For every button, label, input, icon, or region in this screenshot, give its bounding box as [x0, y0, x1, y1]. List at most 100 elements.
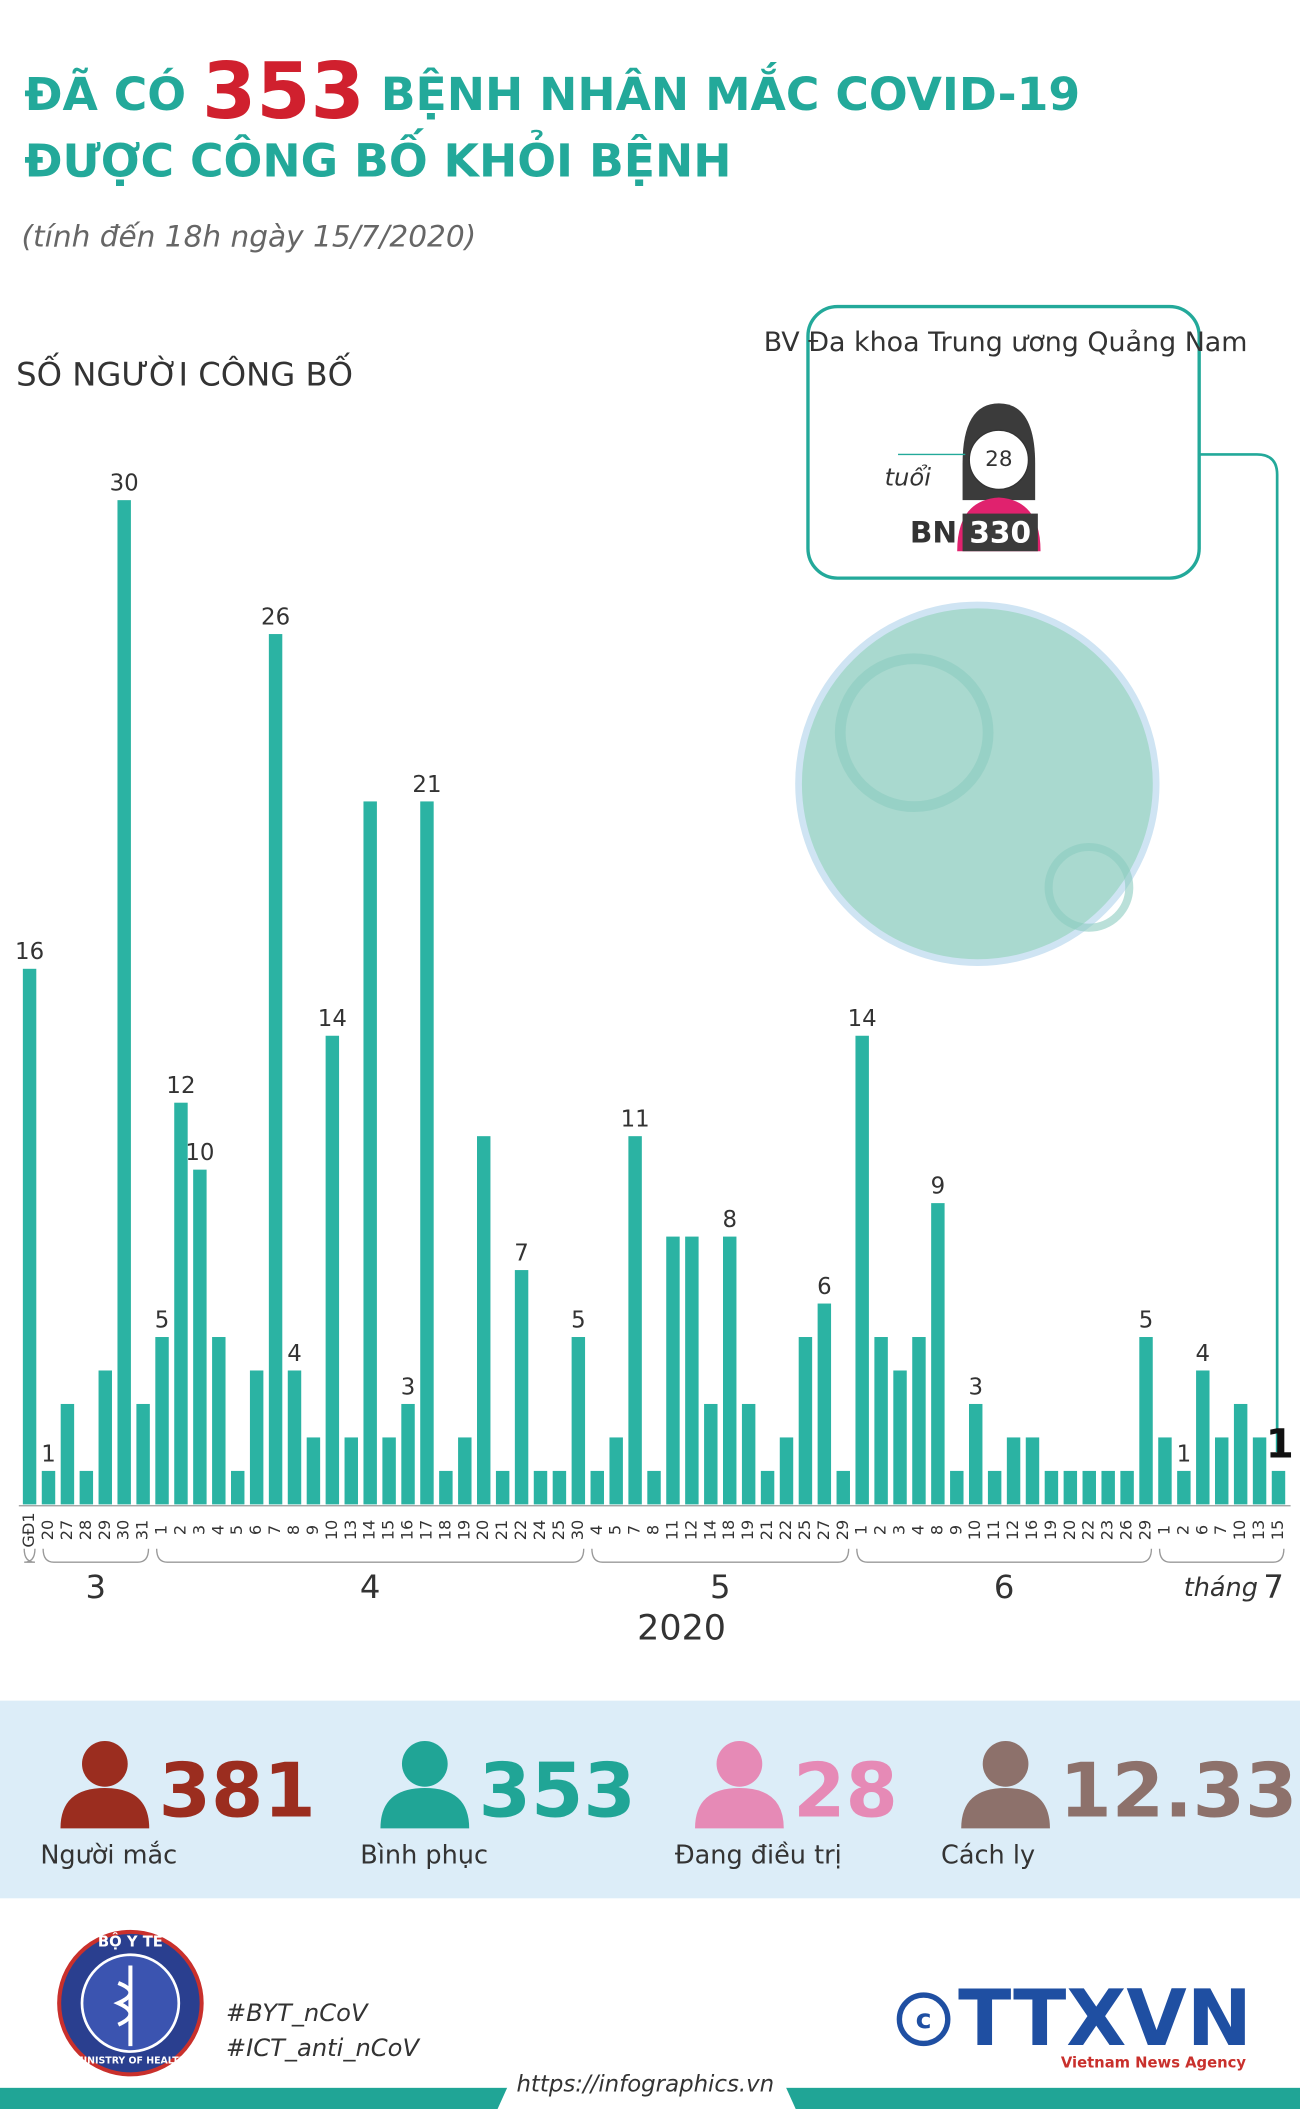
x-tick-label: 19 — [1041, 1520, 1060, 1541]
bar — [647, 1470, 661, 1505]
callout-age-word: tuổi — [885, 464, 932, 492]
bar — [969, 1403, 983, 1505]
url: https://infographics.vn — [516, 2072, 774, 2098]
value-label: 5 — [1139, 1307, 1154, 1333]
month-number: 3 — [86, 1568, 107, 1606]
bar — [458, 1437, 472, 1505]
value-label: 3 — [401, 1374, 416, 1400]
x-tick-label: 31 — [133, 1520, 152, 1541]
bar — [249, 1370, 264, 1505]
x-tick-label: 7 — [625, 1525, 644, 1535]
bar — [628, 1136, 642, 1505]
month-label: 4 — [360, 1568, 381, 1606]
person-head — [716, 1740, 763, 1787]
bar — [1120, 1470, 1134, 1505]
x-tick-label: 26 — [1117, 1520, 1136, 1541]
x-tick-label: 19 — [454, 1520, 473, 1541]
value-label: 26 — [261, 604, 290, 630]
bar — [401, 1403, 415, 1505]
callout-patient-number: 330 — [969, 515, 1031, 549]
stat-value: 28 — [793, 1747, 898, 1835]
y-axis-label: SỐ NGƯỜI CÔNG BỐ — [16, 351, 353, 393]
value-label: 6 — [817, 1274, 832, 1300]
x-tick-label: 5 — [606, 1525, 625, 1535]
bar — [1063, 1470, 1078, 1505]
stat-value: 12.337 — [1059, 1747, 1300, 1835]
value-label: 9 — [931, 1173, 946, 1199]
callout-hospital-text: BV Đa khoa Trung ương Quảng Nam — [764, 326, 1248, 357]
x-tick-label: 19 — [738, 1520, 757, 1541]
value-label: 16 — [15, 939, 44, 965]
hashtag: #ICT_anti_nCoV — [226, 2034, 421, 2062]
x-tick-label: 16 — [398, 1520, 417, 1541]
x-tick-label: 4 — [208, 1525, 227, 1535]
x-tick-label: 8 — [927, 1525, 946, 1535]
copyright-icon — [896, 1992, 951, 2047]
bar — [817, 1303, 832, 1505]
month-number: 6 — [994, 1568, 1015, 1606]
x-tick-label: 21 — [757, 1520, 776, 1541]
value-label: 30 — [110, 471, 139, 497]
bar — [439, 1470, 453, 1505]
virus-illustration — [795, 601, 1160, 966]
x-tick-label: 3 — [189, 1525, 208, 1535]
person-body — [60, 1788, 150, 1829]
bar — [231, 1470, 245, 1505]
hashtag: #BYT_nCoV — [226, 1999, 369, 2027]
x-tick-label: 13 — [1249, 1520, 1268, 1541]
value-label: 1 — [1177, 1441, 1192, 1467]
x-tick-label: 27 — [814, 1520, 833, 1541]
x-tick-label: 4 — [908, 1525, 927, 1535]
value-label: 4 — [1196, 1341, 1211, 1367]
value-label: 5 — [571, 1307, 586, 1333]
value-label: 8 — [722, 1207, 737, 1233]
callout-hospital: BV Đa khoa Trung ương Quảng Nam — [764, 326, 1248, 357]
bar — [98, 1370, 112, 1505]
x-tick-label: 8 — [284, 1525, 303, 1535]
patient-face — [968, 429, 1030, 491]
x-tick-label: 12 — [681, 1520, 700, 1541]
month-label: 6 — [994, 1568, 1015, 1606]
bar — [533, 1470, 548, 1505]
bar — [1196, 1370, 1210, 1505]
bar — [514, 1270, 529, 1505]
stat-label: Đang điều trị — [675, 1841, 842, 1871]
month-number: 4 — [360, 1568, 381, 1606]
x-tick-label: 13 — [341, 1520, 360, 1541]
bar — [571, 1337, 586, 1505]
x-tick-label: 10 — [1230, 1520, 1249, 1541]
bar — [1158, 1437, 1172, 1505]
x-tick-label: 9 — [303, 1525, 322, 1535]
x-tick-label: 21 — [492, 1520, 511, 1541]
ministry-bottom: MINISTRY OF HEALTH — [74, 2055, 186, 2066]
person-head — [982, 1740, 1029, 1787]
value-label: 5 — [155, 1307, 170, 1333]
bar — [760, 1470, 775, 1505]
bar — [1271, 1470, 1286, 1505]
month-label: tháng 7 — [1184, 1568, 1284, 1606]
x-tick-label: 22 — [1079, 1520, 1098, 1541]
x-tick-label: 16 — [1022, 1520, 1041, 1541]
bar — [22, 968, 37, 1505]
month-label: 3 — [86, 1568, 107, 1606]
bar — [174, 1102, 188, 1505]
bar — [836, 1470, 850, 1505]
virus-shape — [1044, 842, 1134, 932]
bar — [495, 1470, 510, 1505]
person-head — [401, 1740, 448, 1787]
bar — [1006, 1437, 1021, 1505]
x-tick-label: 3 — [890, 1525, 909, 1535]
value-label: 4 — [287, 1341, 302, 1367]
x-tick-label: 14 — [360, 1520, 379, 1541]
bar — [1044, 1470, 1059, 1505]
bar — [723, 1236, 737, 1505]
x-tick-label: 10 — [965, 1520, 984, 1541]
x-tick-label: 20 — [38, 1520, 57, 1541]
title-line2: ĐƯỢC CÔNG BỐ KHỎI BỆNH — [24, 128, 731, 188]
x-tick-label: 4 — [587, 1525, 606, 1535]
bar — [325, 1035, 340, 1505]
month-bracket — [591, 1548, 850, 1563]
month-word: tháng — [1184, 1573, 1258, 1603]
